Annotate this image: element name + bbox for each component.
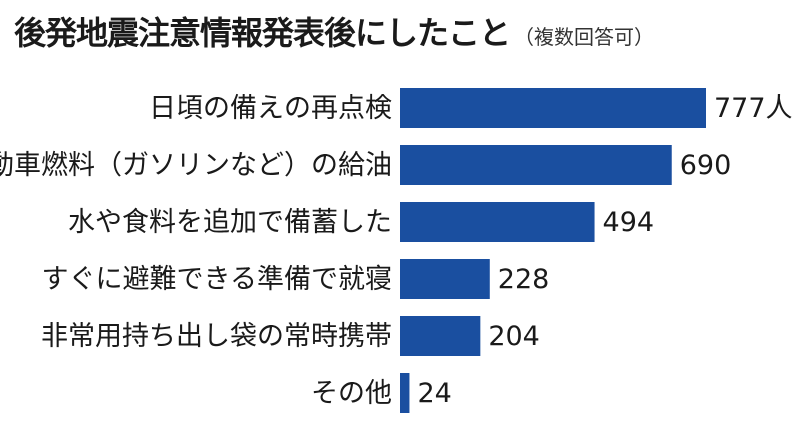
chart-title: 後発地震注意情報発表後にしたこと bbox=[14, 14, 511, 52]
bar bbox=[400, 316, 481, 356]
category-label: すぐに避難できる準備で就寝 bbox=[42, 264, 392, 295]
value-label: 777人 bbox=[714, 93, 793, 124]
value-label: 204 bbox=[488, 321, 540, 352]
value-label: 494 bbox=[603, 207, 655, 238]
value-label: 24 bbox=[417, 378, 451, 409]
category-label: 自動車燃料（ガソリンなど）の給油 bbox=[0, 150, 392, 181]
bar bbox=[400, 202, 595, 242]
bar bbox=[400, 145, 672, 185]
category-label: 水や食料を追加で備蓄した bbox=[68, 207, 392, 238]
category-label: 非常用持ち出し袋の常時携帯 bbox=[41, 321, 392, 352]
value-label: 690 bbox=[680, 150, 732, 181]
bar bbox=[400, 373, 410, 413]
value-label: 228 bbox=[498, 264, 550, 295]
category-label: その他 bbox=[311, 378, 392, 409]
chart-title-row: 後発地震注意情報発表後にしたこと （複数回答可） bbox=[14, 8, 654, 54]
bar bbox=[400, 88, 706, 128]
category-label: 日頃の備えの再点検 bbox=[149, 93, 392, 124]
chart-subtitle: （複数回答可） bbox=[514, 25, 655, 49]
bar bbox=[400, 259, 490, 299]
